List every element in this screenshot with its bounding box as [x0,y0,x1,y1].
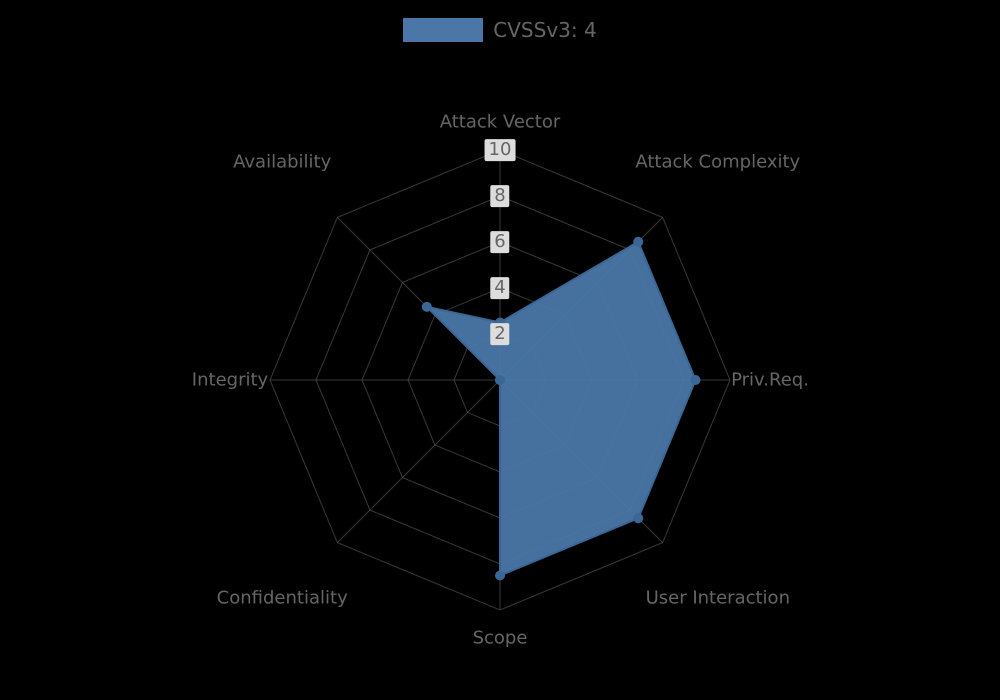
series-marker [495,571,505,581]
series-marker [691,375,701,385]
series-marker [495,375,505,385]
grid-spoke [337,380,500,543]
series-marker [422,302,432,312]
axis-label: Attack Vector [440,112,561,133]
axis-label: Priv.Req. [731,370,809,391]
axis-label: Attack Complexity [635,152,800,173]
axis-label: Confidentiality [217,587,348,608]
axis-label: User Interaction [646,587,790,608]
series-marker [633,513,643,523]
axis-label: Integrity [192,370,268,391]
tick-label: 8 [490,185,509,207]
axis-label: Availability [233,152,331,173]
tick-label: 6 [490,231,509,253]
tick-label: 4 [490,277,509,299]
tick-label: 2 [490,323,509,345]
axis-label: Scope [473,628,528,649]
series-polygon [427,242,696,576]
series-marker [633,237,643,247]
tick-label: 10 [485,139,516,161]
radar-chart [0,0,1000,700]
